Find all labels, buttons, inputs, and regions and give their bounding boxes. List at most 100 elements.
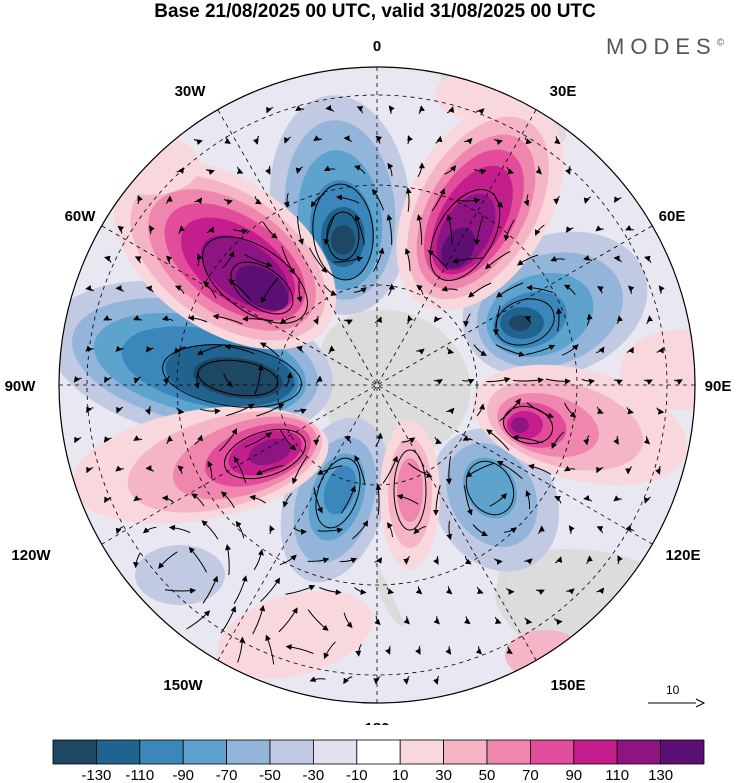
wind-vector bbox=[115, 465, 125, 472]
wind-vector bbox=[495, 282, 524, 298]
wind-vector bbox=[396, 493, 419, 505]
colorbar-tick-label: 50 bbox=[479, 767, 496, 783]
high-south bbox=[380, 420, 440, 570]
wind-vector bbox=[291, 456, 308, 485]
wind-vector bbox=[545, 378, 571, 385]
wind-vector bbox=[444, 165, 456, 175]
wind-vector bbox=[373, 247, 385, 272]
wind-vector bbox=[386, 214, 393, 245]
wind-vector bbox=[187, 315, 208, 323]
wind-vector bbox=[233, 575, 248, 605]
wind-vector bbox=[586, 313, 593, 326]
wind-vector bbox=[191, 493, 205, 507]
wind-vector bbox=[201, 520, 219, 540]
wind-vector bbox=[625, 525, 635, 532]
wind-vector bbox=[495, 344, 526, 358]
wind-vector bbox=[279, 316, 296, 325]
wind-vector bbox=[431, 188, 446, 212]
colorbar-swatch bbox=[399, 739, 445, 765]
wind-vector bbox=[583, 196, 591, 204]
colorbar-tick-label: 30 bbox=[435, 767, 452, 783]
wind-vector bbox=[673, 379, 683, 385]
wind-vector bbox=[206, 226, 214, 234]
wind-vector bbox=[174, 285, 185, 295]
wind-vector bbox=[625, 466, 633, 475]
wind-vector bbox=[220, 491, 235, 509]
wind-vector bbox=[524, 316, 532, 324]
wind-vector bbox=[433, 315, 442, 323]
wind-vector bbox=[233, 456, 247, 484]
wind-vector bbox=[188, 546, 208, 573]
wind-vector bbox=[613, 379, 623, 385]
wind-vector bbox=[517, 254, 539, 266]
wind-vector bbox=[163, 375, 170, 385]
wind-vector bbox=[202, 575, 219, 604]
anomaly-shade bbox=[248, 438, 292, 466]
wind-vector bbox=[406, 315, 413, 325]
wind-vector bbox=[86, 466, 94, 474]
wind-vector bbox=[655, 465, 661, 475]
wind-vector bbox=[285, 585, 316, 595]
wind-vector bbox=[374, 316, 382, 324]
wind-vector bbox=[565, 226, 574, 233]
low-southeast bbox=[430, 428, 560, 572]
wind-vector bbox=[223, 373, 234, 387]
wind-vector bbox=[313, 135, 323, 142]
lon-label-180: 180 bbox=[364, 720, 389, 725]
wind-vector bbox=[433, 555, 439, 565]
wind-vector bbox=[308, 247, 328, 274]
wind-vector bbox=[104, 255, 112, 263]
wind-vector bbox=[403, 555, 410, 565]
wind-vector bbox=[252, 135, 260, 145]
wind-vector bbox=[86, 406, 94, 414]
wind-vector bbox=[355, 643, 362, 657]
wind-vector bbox=[475, 646, 483, 655]
meridian bbox=[101, 225, 653, 545]
wind-vector bbox=[596, 406, 604, 414]
wind-vector bbox=[85, 345, 94, 352]
colorbar-swatch bbox=[486, 739, 531, 765]
wind-vector bbox=[133, 435, 143, 441]
contour-lines bbox=[162, 183, 555, 531]
wind-vector bbox=[158, 551, 178, 569]
wind-vector bbox=[339, 557, 358, 564]
wind-vector bbox=[565, 588, 575, 595]
colorbar-tick-label: -110 bbox=[125, 767, 154, 783]
weak-low-south bbox=[135, 545, 225, 605]
wind-vector bbox=[249, 494, 266, 504]
wind-vector bbox=[386, 587, 395, 595]
brand-name: MODES bbox=[606, 34, 717, 59]
wind-vector bbox=[486, 429, 510, 451]
wind-vector bbox=[243, 253, 273, 268]
wind-vector bbox=[310, 192, 325, 208]
wind-vector bbox=[456, 197, 481, 204]
wind-vector bbox=[164, 587, 196, 594]
contour bbox=[315, 457, 361, 529]
wind-vector bbox=[503, 219, 515, 242]
wind-vector bbox=[193, 371, 200, 390]
colorbar-tick-label: -10 bbox=[346, 767, 368, 783]
wind-vector bbox=[445, 456, 452, 485]
wind-vector bbox=[256, 403, 285, 417]
wind-vector bbox=[196, 253, 203, 266]
wind-vector bbox=[282, 492, 293, 508]
meridian bbox=[101, 225, 653, 545]
wind-vector bbox=[307, 609, 329, 631]
anomaly-shade bbox=[217, 591, 373, 679]
wind-vector bbox=[446, 214, 453, 245]
anomaly-shade bbox=[235, 265, 289, 311]
wind-vector bbox=[283, 192, 290, 208]
wind-vector bbox=[387, 162, 394, 177]
colorbar-swatch bbox=[139, 739, 184, 765]
wind-vector bbox=[435, 135, 443, 144]
wind-vector bbox=[581, 378, 596, 385]
wind-vector bbox=[133, 315, 143, 321]
contour bbox=[202, 236, 308, 324]
wind-vector bbox=[494, 616, 502, 624]
wind-vector bbox=[279, 554, 297, 566]
wind-vector bbox=[355, 214, 365, 245]
wind-vector bbox=[415, 645, 421, 655]
wind-vector bbox=[413, 525, 426, 535]
wind-vector bbox=[176, 167, 185, 174]
wind-vector bbox=[512, 434, 543, 444]
